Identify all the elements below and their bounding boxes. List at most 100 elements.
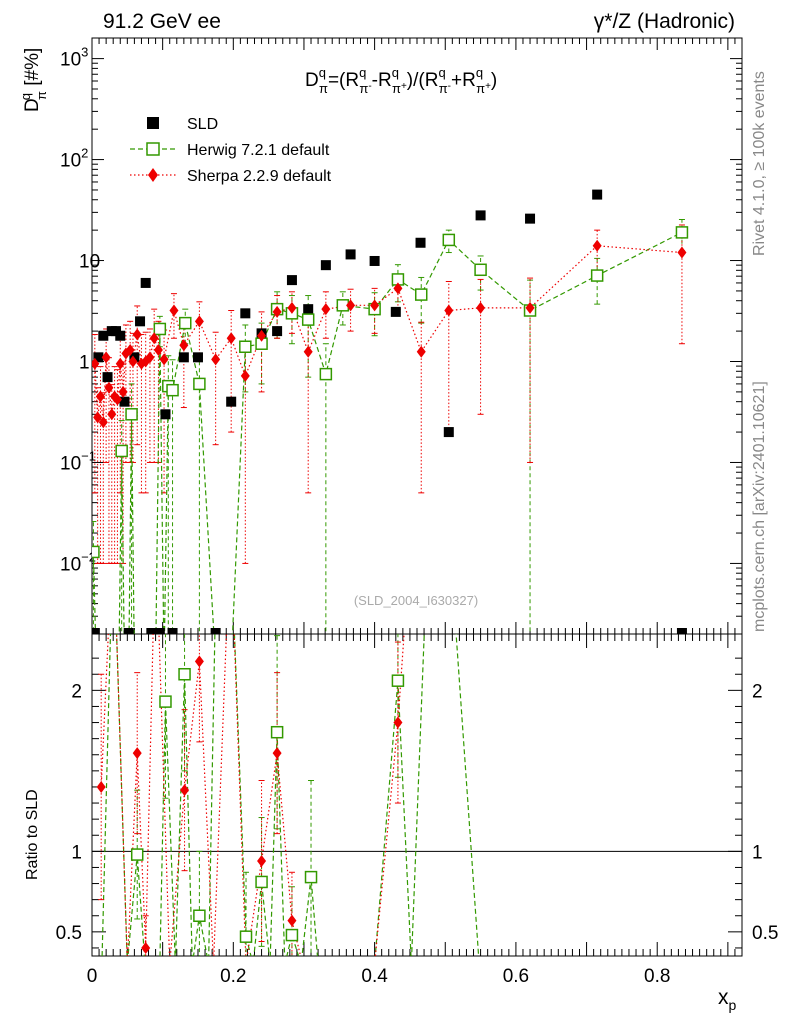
mcplots-label: mcplots.cern.ch [arXiv:2401.10621] xyxy=(751,381,768,632)
formula-r2-sup: q xyxy=(392,65,399,80)
legend: SLD Herwig 7.2.1 default Sherpa 2.2.9 de… xyxy=(130,116,332,185)
main-y-label-base: D xyxy=(22,98,43,112)
sherpa-point xyxy=(95,390,105,403)
formula-r4-sup: q xyxy=(476,65,483,80)
sherpa-point xyxy=(287,301,297,314)
herwig-point xyxy=(99,659,110,670)
sld-point xyxy=(129,352,140,363)
sherpa-point xyxy=(370,299,380,312)
sld-point xyxy=(676,628,687,634)
sherpa-point xyxy=(444,304,454,317)
sherpa-point xyxy=(194,315,204,328)
formula-lhs-sup: q xyxy=(319,65,326,80)
sld-point xyxy=(98,330,109,341)
main-series-layer xyxy=(92,189,689,670)
formula-lhs-sub: π xyxy=(319,81,328,96)
herwig-point xyxy=(179,316,192,330)
sherpa-point xyxy=(115,357,125,370)
sld-point xyxy=(592,189,603,200)
herwig-point xyxy=(115,444,128,458)
herwig-point xyxy=(94,659,105,670)
formula-minus: -R xyxy=(372,70,392,91)
herwig-point xyxy=(301,313,315,326)
sherpa-point xyxy=(393,282,403,295)
ratio-plot-frame xyxy=(91,633,743,957)
sld-point xyxy=(272,326,283,337)
formula: Dq π=(Rq π--Rq π+)/(Rq π-+Rq π+) xyxy=(305,65,497,96)
formula-r3-charge: - xyxy=(448,81,451,92)
sld-point xyxy=(345,249,356,260)
herwig-ratio-point xyxy=(178,668,191,681)
herwig-point xyxy=(590,269,604,282)
sld-point xyxy=(525,213,536,224)
herwig-point xyxy=(146,659,157,670)
main-y-tick-label: 10 xyxy=(79,252,100,273)
sld-point xyxy=(93,352,104,363)
sld-point xyxy=(390,306,401,317)
ratio-x-tick-label: 0.8 xyxy=(644,966,670,987)
sherpa-point xyxy=(104,381,114,394)
herwig-point xyxy=(153,322,167,336)
sherpa-point xyxy=(226,332,236,345)
herwig-point xyxy=(129,659,140,670)
sld-point xyxy=(140,277,151,288)
ratio-y-axis-label: Ratio to SLD xyxy=(24,789,41,880)
ratio-y-tick-label-right: 2 xyxy=(752,681,763,702)
rivet-label: Rivet 4.1.0, ≥ 100k events xyxy=(751,71,768,256)
sld-point xyxy=(160,409,171,420)
sherpa-point xyxy=(125,343,135,356)
ratio-y-tick-label-right: 1 xyxy=(752,842,763,863)
legend-herwig-marker xyxy=(146,142,160,156)
ratio-y-tick-label: 0.5 xyxy=(56,923,82,944)
main-y-tick-label: 10−1 xyxy=(60,448,96,474)
legend-herwig-label: Herwig 7.2.1 default xyxy=(187,142,330,159)
formula-r3-sub: π xyxy=(439,81,448,96)
herwig-point xyxy=(142,659,153,670)
sherpa-point xyxy=(118,385,128,398)
sld-point xyxy=(369,255,380,266)
main-y-tick-exp: 2 xyxy=(81,146,88,161)
main-y-tick-base: 10 xyxy=(60,50,81,71)
herwig-point xyxy=(474,263,487,277)
sld-point xyxy=(443,427,454,438)
herwig-point xyxy=(125,408,138,421)
sherpa-point xyxy=(149,332,159,345)
formula-r4-charge: + xyxy=(485,81,491,92)
herwig-ratio-point xyxy=(147,959,158,970)
sld-point xyxy=(167,628,178,634)
herwig-point xyxy=(442,233,456,247)
formula-r2-charge: + xyxy=(401,81,407,92)
main-y-tick-label: 10−2 xyxy=(60,549,96,575)
sherpa-ratio-point xyxy=(194,655,204,668)
herwig-ratio-point xyxy=(239,930,253,943)
herwig-ratio-point xyxy=(304,870,318,884)
formula-r3-sup: q xyxy=(438,65,445,80)
sherpa-line xyxy=(94,245,682,423)
herwig-point xyxy=(92,545,100,559)
herwig-point xyxy=(133,659,144,670)
sld-point xyxy=(102,372,113,383)
sherpa-point xyxy=(525,301,535,314)
sherpa-ratio-point xyxy=(96,780,106,793)
main-y-label-sub: π xyxy=(34,91,49,100)
sherpa-point xyxy=(112,393,122,406)
sherpa-point xyxy=(677,246,687,259)
formula-r2-sub: π xyxy=(392,81,401,96)
main-y-label-sup: q xyxy=(18,93,33,100)
sherpa-point xyxy=(592,239,602,252)
formula-r1-charge: - xyxy=(368,81,371,92)
sherpa-ratio-point xyxy=(257,855,267,868)
sld-point xyxy=(303,304,314,315)
main-y-tick-label: 103 xyxy=(60,45,88,71)
header-energy: 91.2 GeV ee xyxy=(103,10,221,33)
ratio-x-tick-label: 0.6 xyxy=(503,966,529,987)
formula-r1-sub: π xyxy=(359,81,368,96)
main-y-tick-label: 102 xyxy=(60,146,88,172)
ratio-x-tick-label: 0.4 xyxy=(361,966,388,987)
herwig-point xyxy=(137,659,148,670)
sherpa-point xyxy=(153,343,163,356)
sherpa-point xyxy=(211,353,221,366)
sld-point xyxy=(146,628,157,634)
herwig-ratio-point xyxy=(193,909,206,922)
sherpa-point xyxy=(128,355,138,368)
